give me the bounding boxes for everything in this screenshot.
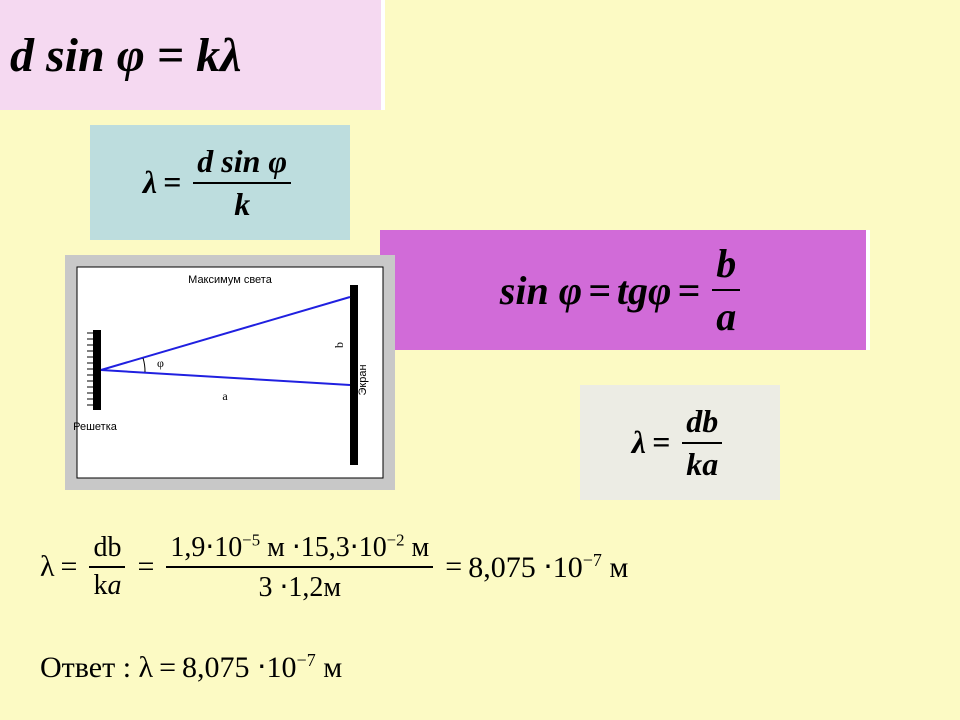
f3-den: a [712, 291, 740, 340]
calc-f2-num: 1,9⋅10−5 м ⋅15,3⋅10−2 м [166, 530, 433, 568]
f4-lhs: λ [632, 424, 646, 461]
calc-result: 8,075 ⋅10−7 м [468, 550, 628, 585]
answer-line: Ответ : λ = 8,075 ⋅10−7 м [40, 650, 342, 685]
label-phi: φ [157, 356, 164, 370]
calc-f1-num: db [89, 532, 125, 568]
f2-num: d sin φ [193, 143, 291, 184]
answer-value: 8,075 ⋅10−7 м [182, 650, 342, 685]
label-maximum: Максимум света [188, 274, 273, 286]
f3-tg: tgφ [617, 267, 672, 314]
formula-small-angle: sin φ = tgφ = b a [380, 230, 870, 350]
f4-den: ka [682, 444, 722, 483]
label-grating: Решетка [73, 421, 118, 433]
optical-diagram: Максимум света Решетка Экран a b φ [65, 255, 395, 490]
calc-eq3: = [445, 550, 462, 584]
calc-eq2: = [137, 550, 154, 584]
f2-lhs: λ [143, 164, 157, 201]
formula-lambda-final: λ = db ka [580, 385, 780, 500]
f2-den: k [230, 184, 254, 223]
f1-lhs: d sin φ [10, 29, 145, 82]
answer-lambda: λ [139, 651, 154, 685]
diagram-inner [77, 267, 383, 478]
f1-rhs: kλ [196, 29, 241, 82]
f4-num: db [682, 403, 722, 444]
answer-label: Ответ : [40, 651, 131, 685]
calc-lambda: λ [40, 550, 55, 584]
f3-sin: sin φ [500, 267, 582, 314]
calculation-line: λ = db ka = 1,9⋅10−5 м ⋅15,3⋅10−2 м 3 ⋅1… [40, 530, 628, 604]
f1-eq: = [157, 29, 196, 82]
formula-diffraction-grating: d sin φ = kλ [0, 0, 385, 110]
label-b: b [332, 342, 346, 348]
calc-eq1: = [61, 550, 78, 584]
label-a: a [222, 389, 228, 403]
f3-num: b [712, 240, 740, 291]
label-screen: Экран [357, 364, 369, 395]
formula-lambda-from-grating: λ = d sin φ k [90, 125, 350, 240]
calc-f2-den: 3 ⋅1,2м [255, 568, 346, 604]
